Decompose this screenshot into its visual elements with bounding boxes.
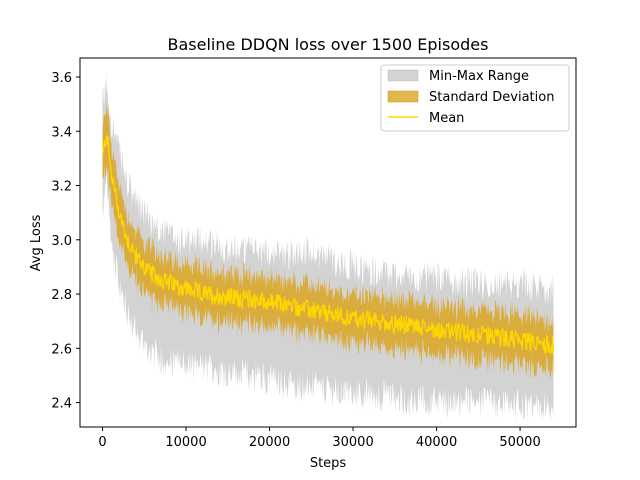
legend-label-mean: Mean [429, 111, 464, 126]
legend-swatch-std [387, 90, 419, 103]
std-band [102, 103, 554, 381]
mean-line-layer [101, 134, 555, 355]
legend-frame [380, 64, 570, 132]
y-tick-label: 3.0 [51, 234, 72, 249]
x-tick-label: 0 [98, 435, 106, 450]
x-tick-label: 30000 [332, 435, 373, 450]
std-band-layer [102, 103, 554, 381]
legend-label-min-max: Min-Max Range [429, 69, 529, 84]
y-tick-label: 2.6 [51, 342, 72, 357]
y-tick-label: 3.6 [51, 71, 72, 86]
plot-frame [79, 57, 577, 428]
x-axis-label: Steps [310, 456, 347, 471]
legend-swatch-min-max [387, 69, 419, 82]
chart-title: Baseline DDQN loss over 1500 Episodes [168, 35, 489, 54]
y-axis: 2.4 2.6 2.8 3.0 3.2 3.4 3.6 [51, 71, 80, 412]
x-tick-label: 10000 [165, 435, 206, 450]
legend: Min-Max Range Standard Deviation Mean [380, 64, 570, 132]
y-axis-label: Avg Loss [29, 214, 44, 271]
x-tick-label: 20000 [249, 435, 290, 450]
legend-label-std: Standard Deviation [429, 90, 554, 105]
y-tick-label: 2.8 [51, 288, 72, 303]
mean-line [101, 134, 555, 355]
y-tick-label: 3.2 [51, 180, 72, 195]
x-tick-label: 40000 [416, 435, 457, 450]
y-tick-label: 2.4 [51, 397, 72, 412]
plot-area [101, 72, 555, 423]
y-tick-label: 3.4 [51, 125, 72, 140]
x-tick-label: 50000 [499, 435, 540, 450]
x-axis: 0 10000 20000 30000 40000 50000 [98, 427, 541, 450]
